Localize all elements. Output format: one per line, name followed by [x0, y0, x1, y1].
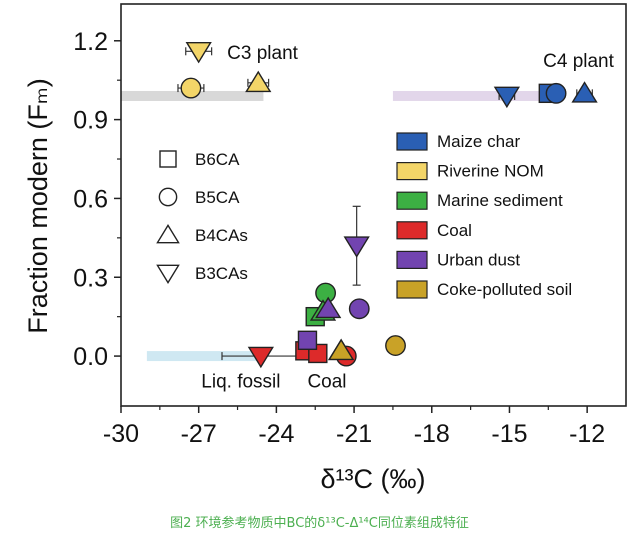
legend-marker-triangle-up — [156, 224, 180, 244]
x-tick-label: -21 — [336, 420, 372, 448]
legend-swatch — [396, 162, 428, 181]
marker-legend: B6CA B5CA B4CAs B3CAs — [156, 150, 248, 284]
legend-swatch — [396, 280, 428, 299]
plot-frame — [120, 3, 627, 407]
x-tick-label: -30 — [103, 420, 139, 448]
legend-marker-label: B6CA — [195, 150, 240, 169]
svg-text:Fraction modern (Fₘ): Fraction modern (Fₘ) — [23, 78, 53, 333]
data-point — [180, 77, 202, 99]
chart-annotation: Coal — [307, 372, 346, 393]
legend-series-label: Riverine NOM — [437, 162, 544, 181]
legend-swatch — [396, 132, 428, 151]
legend-series-label: Maize char — [437, 132, 520, 151]
data-point — [348, 298, 370, 320]
y-tick-label: 0.9 — [73, 107, 108, 135]
y-tick-label: 0.3 — [73, 264, 108, 292]
chart-annotation: C4 plant — [543, 51, 614, 72]
data-point — [493, 86, 520, 109]
data-point — [571, 81, 598, 103]
x-tick-label: -24 — [258, 420, 294, 448]
data-point — [315, 282, 337, 304]
x-tick-label: -18 — [414, 420, 450, 448]
legend-series-label: Coke-polluted soil — [437, 280, 572, 299]
legend-series-label: Urban dust — [437, 250, 520, 269]
legend-marker-square — [159, 150, 177, 168]
data-point — [385, 335, 406, 356]
legend-swatch — [396, 250, 428, 269]
legend-series-label: Coal — [437, 221, 472, 240]
data-points — [180, 41, 598, 369]
chart-annotation: Liq. fossil — [201, 372, 280, 393]
reference-band — [146, 351, 264, 362]
data-point — [545, 82, 567, 104]
figure-caption: 图2 环境参考物质中BC的δ¹³C-Δ¹⁴C同位素组成特征 — [170, 516, 469, 531]
series-legend: Maize char Riverine NOM Marine sediment Coa… — [396, 132, 572, 299]
legend-marker-circle — [158, 187, 178, 207]
legend-marker-label: B3CAs — [195, 264, 248, 283]
data-point — [315, 296, 342, 319]
data-point — [297, 330, 318, 351]
chart-annotations: C3 plant C4 plant Liq. fossil Coal — [201, 43, 614, 392]
legend-marker-triangle-down — [156, 264, 180, 284]
y-tick-label: 1.2 — [73, 28, 108, 56]
legend-swatch — [396, 221, 428, 240]
axis-ticks: -30 -27 -24 -21 -18 -15 -12 0.0 0.3 0.6 0.9 1.2 — [73, 28, 605, 448]
x-tick-label: -15 — [491, 420, 527, 448]
x-tick-label: -12 — [569, 420, 605, 448]
data-point — [185, 41, 212, 64]
reference-band — [392, 90, 562, 101]
legend-series-label: Marine sediment — [437, 191, 563, 210]
data-point — [247, 346, 274, 369]
legend-marker-label: B5CA — [195, 188, 240, 207]
x-axis-title: δ¹³C (‰) — [321, 464, 426, 494]
data-point — [245, 70, 272, 93]
y-tick-label: 0.6 — [73, 185, 108, 213]
y-axis-title: Fraction modern (Fₘ) — [23, 78, 53, 333]
data-point — [343, 236, 370, 258]
legend-marker-label: B4CAs — [195, 226, 248, 245]
y-tick-label: 0.0 — [73, 343, 108, 371]
legend-swatch — [396, 191, 428, 210]
chart-annotation: C3 plant — [227, 43, 298, 64]
x-tick-label: -27 — [181, 420, 217, 448]
data-point — [328, 338, 355, 361]
